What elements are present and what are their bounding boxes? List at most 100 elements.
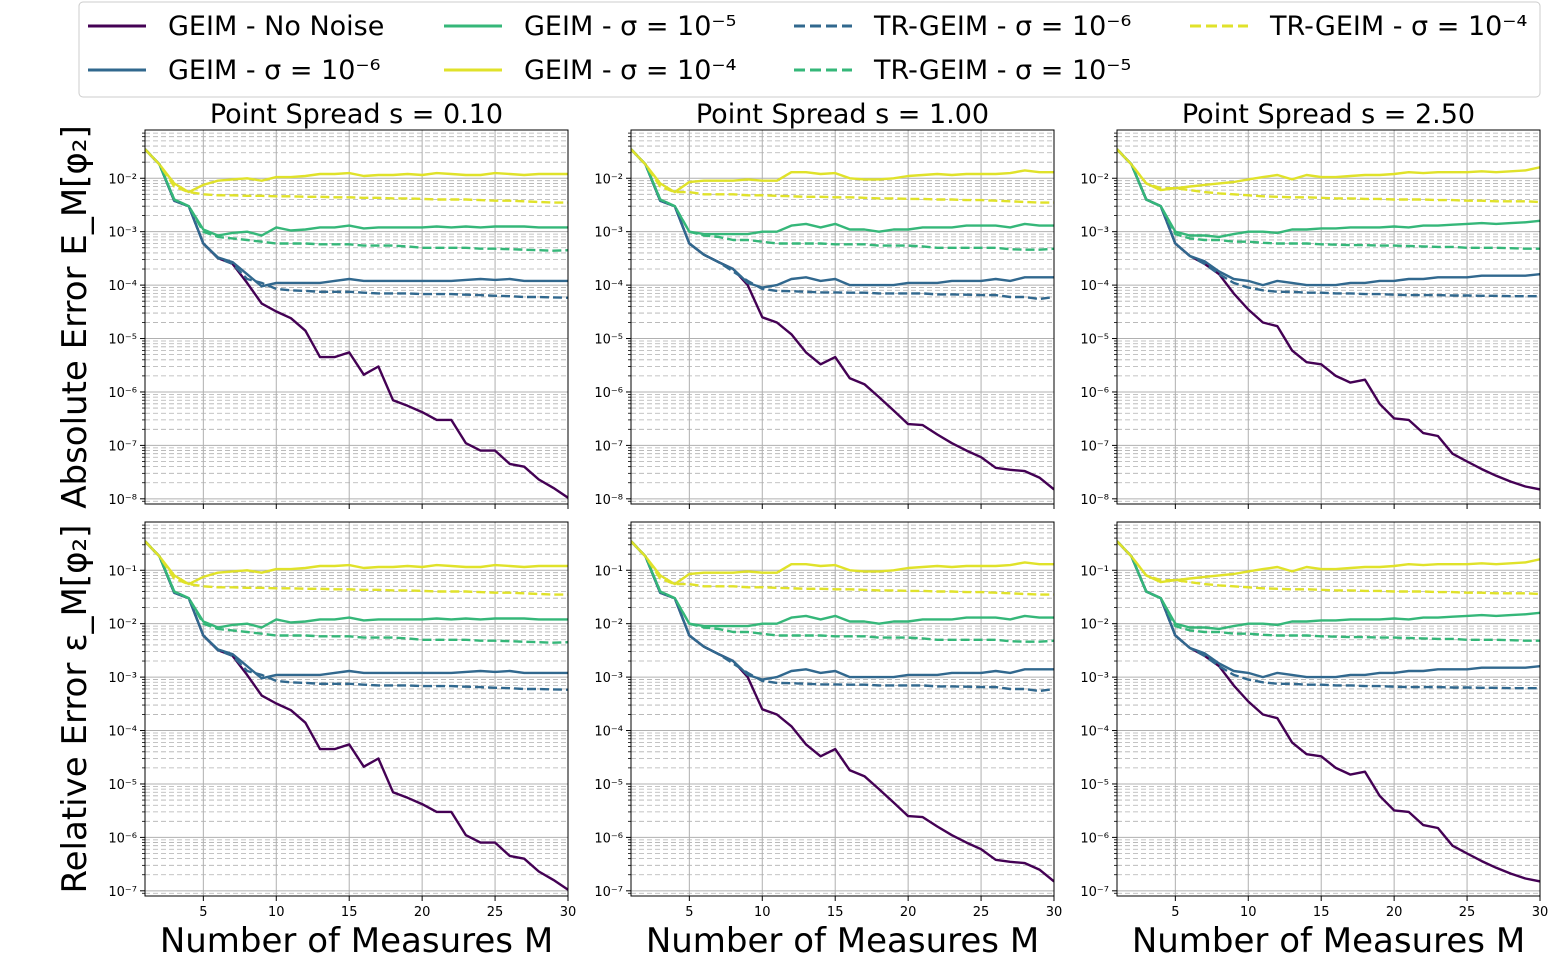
- series-line: [145, 148, 568, 204]
- x-tick-label: 10: [268, 905, 285, 920]
- y-tick-label: 10⁻¹: [1080, 564, 1109, 579]
- y-tick-label: 10⁻²: [108, 172, 137, 187]
- series-line: [1117, 540, 1540, 584]
- series-line: [631, 540, 1054, 596]
- y-tick-label: 10⁻⁵: [108, 333, 137, 348]
- y-tick-label: 10⁻⁴: [108, 279, 137, 294]
- series-group: [145, 540, 568, 891]
- x-tick-label: 30: [1046, 905, 1063, 920]
- x-tick-label: 10: [754, 905, 771, 920]
- y-tick-label: 10⁻²: [594, 618, 623, 633]
- y-axis-label: Absolute Error E_M[φ₂]: [55, 125, 95, 509]
- x-tick-label: 15: [1313, 905, 1330, 920]
- y-tick-label: 10⁻⁴: [1080, 279, 1109, 294]
- panel-title: Point Spread s = 1.00: [696, 99, 989, 130]
- series-line: [1117, 148, 1540, 298]
- series-line: [1117, 540, 1540, 642]
- y-tick-label: 10⁻⁶: [1080, 386, 1109, 401]
- grid: [626, 130, 1055, 509]
- series-line: [145, 148, 568, 288]
- legend-label: GEIM - σ = 10⁻⁶: [168, 55, 380, 86]
- legend-label: GEIM - σ = 10⁻⁵: [524, 11, 736, 42]
- legend-entry: TR-GEIM - σ = 10⁻⁶: [794, 11, 1131, 42]
- series-line: [1117, 148, 1540, 239]
- panel: 10⁻⁷ 10⁻⁶ 10⁻⁵ 10⁻⁴ 10⁻³ 10⁻² 10⁻¹ 5 10 15 20 25 30 N…: [55, 521, 577, 961]
- y-tick-label: 10⁻⁸: [108, 493, 137, 508]
- series-line: [631, 148, 1054, 301]
- series-line: [631, 148, 1054, 194]
- y-tick-label: 10⁻³: [108, 671, 137, 686]
- series-line: [1117, 540, 1540, 679]
- y-tick-label: 10⁻³: [594, 671, 623, 686]
- x-axis-label: Number of Measures M: [646, 921, 1039, 961]
- y-tick-label: 10⁻⁷: [594, 439, 623, 454]
- x-tick-label: 25: [973, 905, 990, 920]
- series-line: [631, 540, 1054, 693]
- x-tick-label: 10: [1240, 905, 1257, 920]
- y-axis-label: Relative Error ε_M[φ₂]: [55, 525, 95, 894]
- y-tick-label: 10⁻⁶: [108, 386, 137, 401]
- y-tick-label: 10⁻⁵: [108, 778, 137, 793]
- series-line: [1117, 540, 1540, 883]
- grid: [140, 130, 569, 509]
- x-axis-label: Number of Measures M: [160, 921, 553, 961]
- series-line: [631, 540, 1054, 628]
- y-tick-label: 10⁻²: [108, 618, 137, 633]
- x-tick-label: 30: [560, 905, 577, 920]
- series-line: [631, 148, 1054, 236]
- series-line: [1117, 148, 1540, 250]
- panel: 10⁻⁸ 10⁻⁷ 10⁻⁶ 10⁻⁵ 10⁻⁴ 10⁻³ 10⁻² Point Spread…: [1080, 99, 1541, 509]
- grid: [626, 522, 1055, 901]
- y-tick-label: 10⁻²: [594, 172, 623, 187]
- y-tick-label: 10⁻⁵: [1080, 333, 1109, 348]
- legend-entry: GEIM - σ = 10⁻⁵: [444, 11, 736, 42]
- legend-entry: TR-GEIM - σ = 10⁻⁴: [1190, 11, 1527, 42]
- y-tick-label: 10⁻⁸: [594, 493, 623, 508]
- series-line: [631, 540, 1054, 681]
- x-tick-label: 5: [199, 905, 207, 920]
- series-line: [1117, 540, 1540, 596]
- series-line: [1117, 540, 1540, 631]
- panel-title: Point Spread s = 0.10: [210, 99, 503, 130]
- series-line: [1117, 148, 1540, 204]
- series-line: [631, 540, 1054, 643]
- series-line: [145, 540, 568, 644]
- legend-label: TR-GEIM - σ = 10⁻⁵: [873, 55, 1131, 86]
- series-group: [1117, 148, 1540, 491]
- y-tick-label: 10⁻⁷: [108, 439, 137, 454]
- series-line: [145, 148, 568, 252]
- series-line: [631, 148, 1054, 289]
- y-tick-label: 10⁻³: [1080, 226, 1109, 241]
- y-tick-label: 10⁻⁷: [108, 885, 137, 900]
- y-tick-label: 10⁻³: [1080, 671, 1109, 686]
- y-tick-label: 10⁻⁴: [108, 725, 137, 740]
- axes-frame: [630, 521, 1055, 897]
- grid: [140, 522, 569, 901]
- y-tick-label: 10⁻³: [594, 226, 623, 241]
- series-group: [145, 148, 568, 499]
- x-tick-label: 20: [414, 905, 431, 920]
- series-line: [1117, 540, 1540, 690]
- axes-frame: [1116, 129, 1541, 505]
- series-line: [145, 540, 568, 691]
- panel: 10⁻⁸ 10⁻⁷ 10⁻⁶ 10⁻⁵ 10⁻⁴ 10⁻³ 10⁻² Point Spread…: [594, 99, 1055, 509]
- series-line: [1117, 148, 1540, 491]
- y-tick-label: 10⁻²: [1080, 618, 1109, 633]
- legend-entry: GEIM - σ = 10⁻⁴: [444, 55, 736, 86]
- y-tick-label: 10⁻⁶: [1080, 831, 1109, 846]
- y-tick-label: 10⁻⁵: [594, 333, 623, 348]
- series-group: [631, 540, 1054, 883]
- legend-label: GEIM - σ = 10⁻⁴: [524, 55, 736, 86]
- y-tick-label: 10⁻⁶: [108, 831, 137, 846]
- series-line: [145, 148, 568, 194]
- legend-label: TR-GEIM - σ = 10⁻⁴: [1269, 11, 1527, 42]
- y-tick-label: 10⁻⁴: [594, 725, 623, 740]
- series-line: [145, 148, 568, 237]
- series-line: [145, 540, 568, 586]
- axes-frame: [630, 129, 1055, 505]
- x-tick-label: 20: [1386, 905, 1403, 920]
- y-tick-label: 10⁻³: [108, 226, 137, 241]
- series-line: [145, 540, 568, 629]
- x-tick-label: 30: [1532, 905, 1549, 920]
